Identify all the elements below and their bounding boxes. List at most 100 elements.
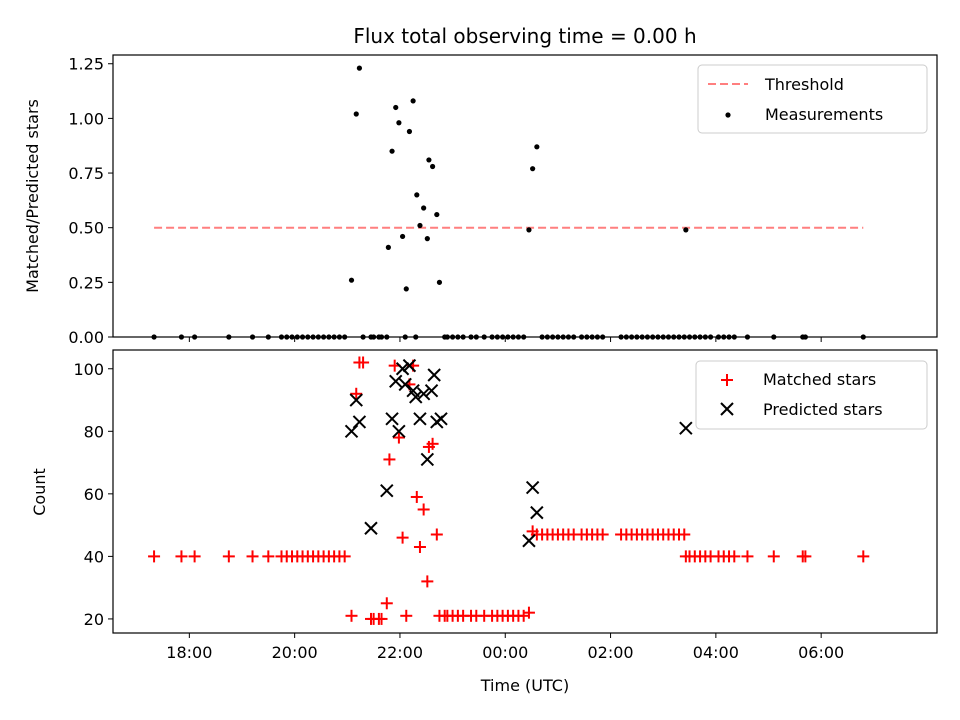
measurement-point	[555, 334, 561, 340]
measurement-point	[481, 334, 487, 340]
measurement-point	[444, 334, 450, 340]
measurement-point	[584, 334, 590, 340]
measurement-point	[860, 334, 866, 340]
predicted-star-point	[398, 377, 412, 392]
measurement-point	[378, 334, 385, 340]
predicted-star-point	[392, 424, 406, 439]
measurement-point	[571, 334, 577, 340]
measurement-point	[660, 334, 666, 340]
measurement-point	[594, 334, 600, 340]
matched-star-point	[678, 528, 691, 541]
count-x-axis: 18:00 20:00 22:00 00:00 02:00 04:00 06:00	[166, 633, 844, 662]
measurement-point	[403, 286, 409, 292]
measurement-point	[299, 334, 306, 340]
legend-matched-swatch	[721, 374, 733, 386]
predicted-star-point	[349, 393, 363, 407]
measurement-point	[384, 334, 390, 340]
measurement-point	[665, 334, 672, 340]
measurement-point	[310, 334, 316, 340]
count-x-tick-label: 18:00	[166, 643, 212, 662]
matched-star-point	[357, 356, 370, 369]
legend-measurements-label: Measurements	[765, 105, 883, 124]
matched-star-point	[421, 575, 434, 588]
measurement-point	[436, 279, 443, 285]
measurement-point	[539, 334, 545, 340]
matched-star-point	[517, 609, 530, 622]
measurement-point	[455, 334, 461, 340]
measurement-point	[510, 334, 516, 340]
legend-predicted-label: Predicted stars	[763, 400, 883, 419]
measurement-point	[692, 334, 698, 340]
chart-title: Flux total observing time = 0.00 h	[353, 24, 696, 48]
count-y-tick-label: 100	[73, 360, 104, 379]
measurement-point	[414, 192, 420, 198]
matched-star-point	[188, 550, 201, 563]
predicted-star-point	[413, 412, 427, 426]
predicted-star-point	[352, 415, 367, 429]
measurement-point	[473, 334, 479, 340]
measurement-point	[702, 334, 708, 340]
predicted-star-point	[364, 521, 378, 535]
measurement-point	[671, 334, 677, 340]
measurement-point	[500, 334, 506, 340]
measurement-point	[579, 334, 585, 340]
measurement-point	[226, 334, 232, 340]
measurement-point	[385, 244, 391, 250]
predicted-star-point	[395, 362, 410, 376]
measurement-point	[544, 334, 550, 340]
measurement-point	[424, 236, 430, 242]
predicted-star-point	[522, 534, 536, 548]
matched-star-point	[741, 550, 754, 563]
measurement-point	[305, 334, 311, 340]
matched-star-point	[430, 528, 443, 541]
predicted-star-point	[416, 387, 431, 401]
measurement-point	[421, 205, 427, 211]
legend-threshold-label: Threshold	[764, 75, 844, 94]
measurement-point	[406, 128, 413, 135]
ratio-y-axis: 0.00 0.25 0.50 0.75 1.00 1.25	[68, 55, 113, 347]
measurement-point	[284, 334, 290, 340]
measurement-point	[521, 334, 527, 340]
ratio-y-tick-label: 0.25	[68, 273, 104, 292]
count-legend: Matched stars Predicted stars	[695, 360, 928, 430]
matched-star-point	[222, 550, 235, 563]
count-x-tick-label: 22:00	[377, 643, 423, 662]
matched-star-point	[596, 528, 609, 541]
ratio-legend: Threshold Measurements	[697, 64, 928, 134]
measurement-point	[434, 211, 440, 218]
matched-star-point	[799, 550, 812, 563]
measurement-point	[565, 334, 572, 340]
count-y-tick-label: 40	[84, 547, 104, 566]
matched-star-point	[396, 531, 409, 544]
measurement-point	[331, 334, 337, 340]
predicted-star-point	[380, 484, 394, 498]
measurement-point	[151, 334, 157, 340]
measurement-point	[534, 144, 540, 150]
ratio-y-tick-label: 0.50	[68, 219, 104, 238]
measurement-point	[289, 334, 295, 340]
matched-star-point	[380, 597, 393, 610]
measurement-point	[655, 334, 661, 340]
matched-star-point	[175, 550, 188, 563]
measurement-point	[721, 334, 727, 340]
matched-star-point	[767, 550, 780, 563]
measurement-point	[393, 104, 399, 111]
count-y-tick-label: 60	[84, 485, 104, 504]
matched-star-point	[417, 503, 430, 516]
predicted-star-point	[424, 383, 439, 398]
measurement-point	[600, 334, 606, 340]
count-x-tick-label: 00:00	[482, 643, 528, 662]
measurement-point	[192, 334, 198, 340]
measurement-point	[417, 222, 423, 229]
measurement-point	[707, 334, 714, 340]
predicted-star-point	[409, 390, 423, 404]
measurement-point	[265, 334, 271, 340]
measurement-point	[353, 111, 359, 117]
matched-star-point	[728, 550, 741, 563]
measurement-point	[589, 334, 595, 340]
measurement-point	[399, 233, 406, 240]
measurement-point	[450, 334, 456, 340]
measurement-point	[629, 334, 635, 340]
measurement-point	[644, 334, 651, 340]
count-y-tick-label: 80	[84, 422, 104, 441]
